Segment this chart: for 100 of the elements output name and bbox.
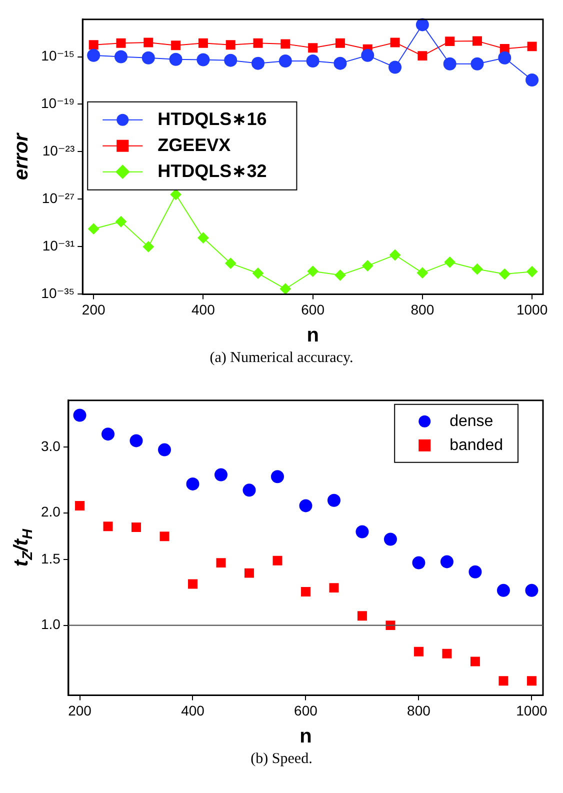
point	[444, 256, 456, 268]
x-tick-label: 1000	[516, 301, 548, 318]
point	[470, 57, 484, 70]
point	[412, 556, 426, 570]
point	[188, 579, 198, 589]
point	[73, 408, 86, 422]
point	[526, 266, 538, 278]
point	[470, 656, 480, 666]
point	[144, 38, 154, 48]
point	[414, 646, 424, 656]
point	[307, 266, 318, 277]
y-tick-label: 10⁻²³	[42, 142, 75, 159]
point	[226, 40, 236, 50]
point	[186, 477, 200, 490]
x-tick-label: 800	[410, 301, 434, 318]
point	[278, 54, 292, 68]
point	[224, 54, 238, 67]
point	[526, 676, 536, 686]
x-tick-label: 400	[181, 702, 205, 718]
point	[253, 38, 263, 48]
point	[527, 42, 537, 52]
point	[88, 40, 98, 50]
point	[87, 48, 100, 62]
point	[472, 264, 483, 275]
point	[103, 522, 113, 532]
point	[335, 38, 345, 48]
point	[169, 52, 182, 66]
point	[244, 568, 254, 578]
point	[440, 555, 454, 568]
point	[160, 532, 170, 542]
x-axis-title: n	[306, 324, 319, 347]
point	[525, 584, 538, 597]
point	[498, 51, 512, 64]
point	[334, 56, 347, 70]
y-tick-label: 3.0	[40, 438, 61, 454]
point	[171, 40, 181, 50]
point	[75, 500, 85, 510]
point	[472, 36, 482, 46]
point	[270, 470, 284, 484]
y-tick-label: 10⁻³⁵	[41, 285, 75, 302]
legend-label: HTDQLS∗16	[158, 108, 267, 129]
point	[214, 468, 228, 482]
point	[416, 267, 428, 278]
point	[308, 43, 318, 53]
point	[242, 484, 256, 497]
legend-label: banded	[450, 436, 503, 454]
y-tick-label: 1.0	[40, 616, 61, 632]
point	[196, 53, 210, 66]
legend-label: dense	[450, 412, 494, 430]
point	[142, 51, 155, 64]
x-tick-label: 400	[192, 301, 216, 318]
y-tick-label: 10⁻³¹	[42, 238, 75, 254]
point	[115, 216, 126, 228]
point	[443, 57, 456, 70]
point	[170, 188, 182, 200]
legend-label: HTDQLS∗32	[158, 160, 267, 181]
point	[198, 38, 208, 48]
point	[390, 250, 401, 261]
x-tick-label: 1000	[516, 702, 548, 718]
x-axis-title: n	[300, 726, 312, 748]
y-axis-title: tZ/tH	[10, 528, 35, 567]
point	[252, 268, 264, 279]
point	[445, 36, 455, 46]
point	[132, 522, 141, 532]
y-tick-label: 10⁻¹⁹	[40, 95, 75, 112]
point	[102, 428, 115, 441]
x-tick-label: 200	[68, 702, 92, 718]
point	[114, 50, 128, 64]
point	[88, 223, 100, 234]
x-tick-label: 200	[82, 301, 106, 318]
point	[468, 565, 482, 578]
point	[357, 611, 367, 621]
point	[272, 556, 282, 566]
point	[198, 232, 209, 244]
x-tick-label: 800	[407, 702, 431, 718]
point	[306, 54, 320, 68]
point	[130, 434, 143, 448]
point	[390, 38, 400, 48]
point	[299, 499, 312, 512]
point	[418, 51, 428, 61]
point	[329, 583, 339, 593]
point	[225, 258, 236, 269]
y-tick-label: 1.5	[40, 550, 61, 566]
x-tick-label: 600	[301, 301, 325, 318]
point	[334, 270, 346, 281]
legend-label: ZGEEVX	[158, 134, 231, 155]
point	[300, 586, 310, 596]
y-tick-label: 10⁻²⁷	[42, 190, 75, 206]
point	[280, 39, 290, 49]
point	[361, 48, 374, 62]
text: (a) Numerical accuracy.	[208, 350, 354, 367]
point	[142, 241, 154, 252]
y-tick-label: 10⁻¹⁵	[41, 48, 75, 64]
point	[499, 268, 510, 280]
point	[496, 584, 510, 597]
point	[280, 283, 291, 294]
point	[388, 60, 402, 74]
point	[327, 494, 340, 507]
point	[442, 648, 452, 658]
point	[116, 38, 126, 48]
